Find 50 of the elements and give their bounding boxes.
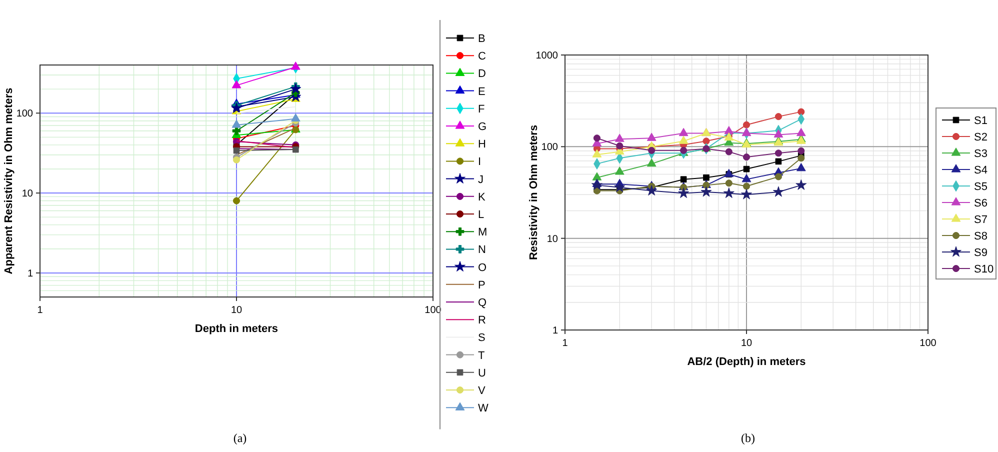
legend-label: T <box>478 350 485 362</box>
legend-label: R <box>478 314 486 327</box>
y-axis-title: Apparent Resistivity in Ohm meters <box>3 88 15 274</box>
legend-label: D <box>478 68 486 80</box>
legend-label: C <box>478 50 486 63</box>
x-axis-title: AB/2 (Depth) in meters <box>687 356 806 368</box>
legend-label: V <box>478 385 486 397</box>
legend-label: S8 <box>974 230 988 242</box>
text: (a) <box>233 431 247 445</box>
legend-label: S <box>478 332 486 344</box>
y-tick-label: 1000 <box>536 50 558 62</box>
legend-label: Q <box>478 297 487 309</box>
y-tick-label: 100 <box>16 108 34 120</box>
y-tick-label: 1 <box>552 326 558 336</box>
y-axis-title: Resistivity in Ohm meters <box>528 124 540 260</box>
legend-label: S7 <box>974 214 988 226</box>
x-tick-label: 1 <box>562 338 568 349</box>
legend-label: F <box>478 103 485 116</box>
legend-label: O <box>478 262 487 274</box>
legend-label: J <box>478 174 484 186</box>
legend-label: B <box>478 33 486 45</box>
legend-label: S4 <box>974 164 988 176</box>
x-tick-label: 10 <box>230 305 242 316</box>
legend-label: S10 <box>974 264 994 276</box>
x-tick-label: 1 <box>37 305 44 316</box>
legend-label: G <box>478 121 487 133</box>
legend-label: S1 <box>974 115 988 127</box>
legend-label: H <box>478 138 486 151</box>
y-tick-label: 10 <box>22 188 34 200</box>
x-axis-title: Depth in meters <box>194 323 278 335</box>
legend-label: K <box>478 191 486 204</box>
legend-label: S6 <box>974 198 988 210</box>
legend-label: P <box>478 279 486 292</box>
y-tick-label: 100 <box>541 142 558 154</box>
y-tick-label: 10 <box>546 234 558 245</box>
legend-label: N <box>478 244 486 256</box>
legend-label: S9 <box>974 247 988 259</box>
legend-label: E <box>478 86 486 98</box>
legend-label: I <box>478 156 482 168</box>
text: (b) <box>741 431 755 445</box>
legend-label: W <box>478 402 489 415</box>
legend-label: L <box>478 209 484 221</box>
legend-label: U <box>478 367 486 380</box>
legend-label: S3 <box>974 148 988 160</box>
legend-label: M <box>478 226 488 239</box>
y-tick-label: 1 <box>27 268 34 280</box>
x-tick-label: 10 <box>740 338 752 349</box>
legend-label: S2 <box>974 132 988 144</box>
legend-label: S5 <box>974 181 988 193</box>
x-tick-label: 100 <box>920 338 937 349</box>
